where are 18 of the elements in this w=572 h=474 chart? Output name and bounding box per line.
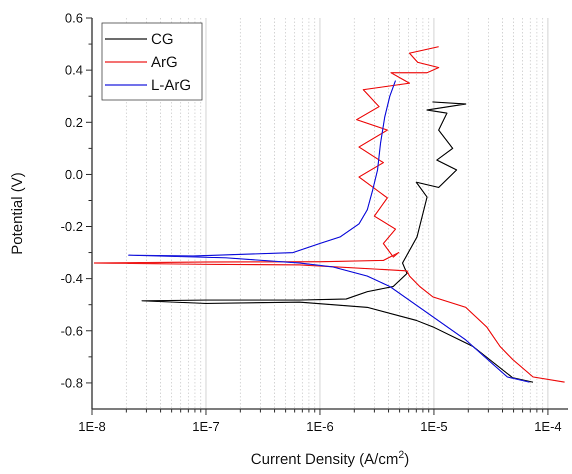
y-tick-label: -0.4 (60, 271, 83, 286)
legend-label: CG (151, 31, 174, 48)
y-tick-label: -0.6 (60, 323, 83, 338)
y-tick-label: 0.0 (64, 166, 83, 182)
x-axis-title: Current Density (A/cm$^{2}$) (250, 449, 410, 468)
y-tick-label: 0.6 (64, 10, 83, 26)
y-tick-label: 0.4 (64, 62, 83, 78)
y-tick-label: -0.2 (60, 219, 83, 234)
legend-label: ArG (151, 54, 178, 71)
legend-label: L-ArG (151, 77, 192, 94)
x-tick-label: 1E-6 (306, 419, 334, 434)
y-axis-title: Potential (V) (9, 172, 26, 255)
x-tick-label: 1E-7 (192, 419, 220, 434)
x-tick-label: 1E-4 (534, 419, 562, 434)
y-tick-label: 0.2 (64, 114, 83, 130)
y-tick-label: -0.8 (60, 375, 83, 390)
x-tick-label: 1E-5 (420, 419, 448, 434)
x-tick-label: 1E-8 (78, 419, 106, 434)
